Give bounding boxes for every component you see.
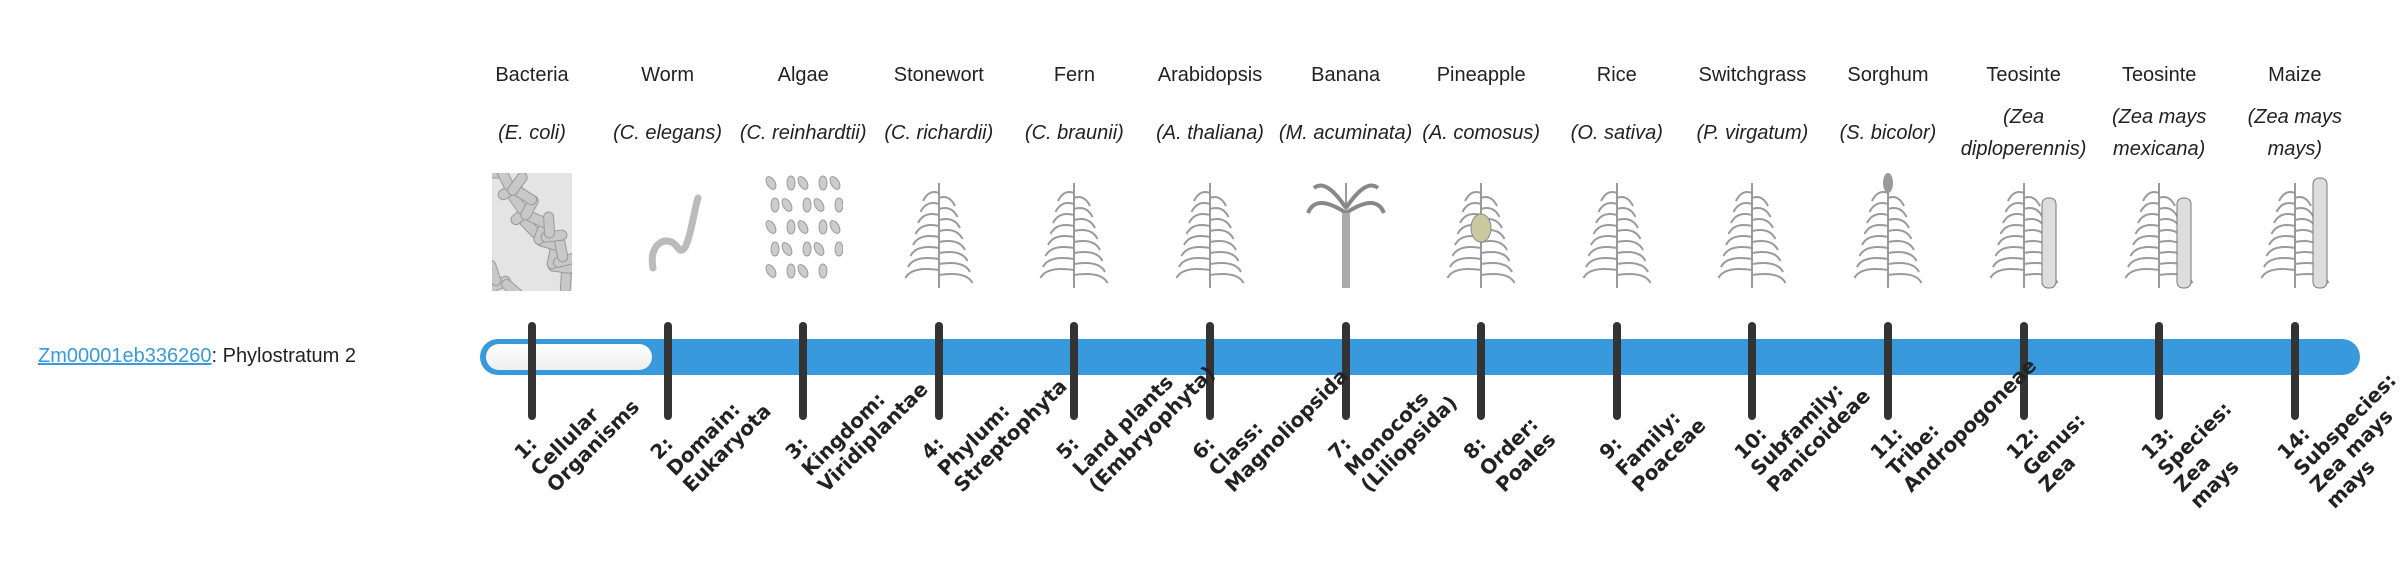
sorghum-icon: [1820, 173, 1956, 293]
organism-column: Bacteria (E. coli): [464, 60, 600, 293]
organism-scientific-name: (C. reinhardtii): [739, 122, 867, 144]
stratum-tick: [799, 322, 808, 420]
worm-icon: [600, 173, 736, 293]
organism-scientific-name: (A. thaliana): [1156, 122, 1264, 144]
organism-scientific-name: (Zea mays mexicana): [2111, 106, 2207, 160]
organism-scientific-name: (P. virgatum): [1696, 122, 1809, 144]
stratum-tick: [1612, 322, 1621, 420]
stratum-tick: [1477, 322, 1486, 420]
organism-scientific-name: (O. sativa): [1570, 122, 1663, 144]
organism-common-name: Rice: [1596, 64, 1637, 86]
teosinte-icon: [1956, 173, 2092, 293]
phylostratum-text: : Phylostratum 2: [211, 345, 356, 367]
organism-scientific-name: (M. acuminata): [1278, 122, 1413, 144]
organism-scientific-name: (C. elegans): [613, 122, 723, 144]
organism-common-name: Maize: [2268, 64, 2322, 86]
stratum-tick: [528, 322, 536, 420]
organism-column: Stonewort (C. richardii): [871, 60, 1007, 293]
pineapple-icon: [1413, 173, 1549, 293]
organism-common-name: Teosinte: [2121, 64, 2197, 86]
rice-icon: [1549, 173, 1685, 293]
organism-scientific-name: (C. richardii): [884, 122, 994, 144]
algae-icon: [735, 173, 871, 293]
organism-common-name: Pineapple: [1436, 64, 1526, 86]
stonewort-icon: [871, 173, 1007, 293]
organism-common-name: Teosinte: [1986, 64, 2061, 86]
stratum-tick: [1206, 322, 1214, 420]
organism-scientific-name: (Zea diploperennis): [1960, 106, 2087, 160]
organism-column: Pineapple (A. comosus): [1413, 60, 1549, 293]
arabidopsis-icon: [1142, 173, 1278, 293]
organism-common-name: Banana: [1311, 64, 1381, 86]
banana-icon: [1278, 173, 1414, 293]
organism-common-name: Worm: [641, 64, 695, 86]
stratum-tick: [2155, 322, 2164, 420]
phylostratum-bar: [480, 339, 2360, 375]
organism-column: Maize (Zea mays mays): [2227, 60, 2363, 293]
organism-column: Arabidopsis (A. thaliana): [1142, 60, 1278, 293]
organism-column: Fern (C. braunii): [1006, 60, 1142, 293]
organism-scientific-name: (S. bicolor): [1839, 122, 1937, 144]
organism-common-name: Arabidopsis: [1157, 64, 1263, 86]
stratum-tick: [1341, 322, 1350, 420]
maize-icon: [2227, 173, 2363, 293]
stratum-label: 8: Order: Poales: [1458, 396, 1560, 497]
organism-common-name: Bacteria: [495, 64, 569, 86]
organism-scientific-name: (C. braunii): [1024, 122, 1124, 144]
stratum-label: 12: Genus: Zea: [2001, 393, 2106, 497]
organism-column: Rice (O. sativa): [1549, 60, 1685, 293]
organism-scientific-name: (A. comosus): [1422, 122, 1541, 144]
switchgrass-icon: [1684, 173, 1820, 293]
stratum-tick: [663, 322, 672, 420]
organism-common-name: Algae: [777, 64, 829, 86]
stratum-tick: [1884, 322, 1892, 420]
stratum-tick: [1070, 322, 1079, 420]
organism-common-name: Switchgrass: [1698, 64, 1807, 86]
phylostratum-progress-fill: [486, 344, 652, 370]
fern-icon: [1006, 173, 1142, 293]
organism-column: Banana (M. acuminata): [1278, 60, 1414, 293]
organism-column: Algae (C. reinhardtii): [735, 60, 871, 293]
organism-common-name: Sorghum: [1847, 64, 1929, 86]
organism-scientific-name: (Zea mays mays): [2247, 106, 2343, 160]
organism-column: Switchgrass (P. virgatum): [1684, 60, 1820, 293]
stratum-tick: [2290, 322, 2299, 420]
organism-column: Worm (C. elegans): [600, 60, 736, 293]
organism-column: Teosinte (Zea mays mexicana): [2091, 60, 2227, 293]
gene-phylostratum-label: Zm00001eb336260: Phylostratum 2: [38, 340, 356, 372]
bacteria-icon: [464, 173, 600, 293]
gene-id-link[interactable]: Zm00001eb336260: [38, 345, 212, 367]
organism-column: Teosinte (Zea diploperennis): [1956, 60, 2092, 293]
teosinte-mexicana-icon: [2091, 173, 2227, 293]
organism-common-name: Stonewort: [893, 64, 984, 86]
organism-column: Sorghum (S. bicolor): [1820, 60, 1956, 293]
organism-common-name: Fern: [1053, 64, 1095, 86]
stratum-tick: [934, 322, 943, 420]
stratum-tick: [2019, 322, 2028, 420]
stratum-tick: [1748, 322, 1757, 420]
organism-scientific-name: (E. coli): [498, 122, 566, 144]
